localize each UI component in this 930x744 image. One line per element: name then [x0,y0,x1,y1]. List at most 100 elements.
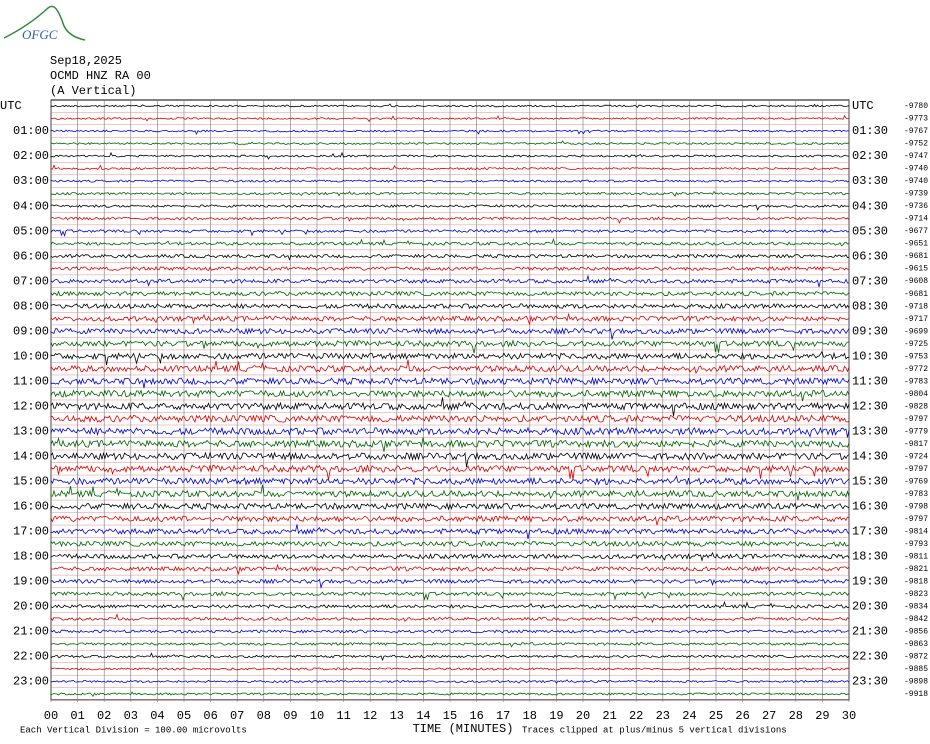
trace [50,204,850,211]
x-tick-label: 21 [602,709,616,723]
x-tick-label: 00 [44,709,58,723]
x-tick-label: 06 [203,709,217,723]
left-label: 20:00 [13,600,49,614]
trace [50,216,850,224]
right-value: -9828 [904,402,928,411]
trace [50,229,850,237]
right-label: 02:30 [852,149,888,163]
trace [50,389,850,402]
right-value: -9817 [904,440,928,449]
right-label: 18:30 [852,550,888,564]
right-value: -9842 [904,615,928,624]
trace [50,451,850,468]
trace [50,502,850,511]
x-tick-label: 11 [336,709,350,723]
x-tick-label: 30 [842,709,856,723]
trace [50,629,850,634]
right-value: -9699 [904,327,928,336]
right-label: 13:30 [852,424,888,438]
x-tick-label: 17 [496,709,510,723]
right-value: -9773 [904,115,928,124]
footer-left: Each Vertical Division = 100.00 microvol… [20,725,247,735]
trace [50,266,850,272]
right-value: -9615 [904,265,928,274]
left-label: 21:00 [13,625,49,639]
right-value: -9818 [904,577,928,586]
x-tick-label: 28 [789,709,803,723]
trace [50,551,850,562]
trace [50,114,850,123]
left-label: 13:00 [13,424,49,438]
right-label: 22:30 [852,650,888,664]
right-value: -9681 [904,290,928,299]
right-label: 16:30 [852,499,888,513]
right-value: -9740 [904,177,928,186]
right-label: 20:30 [852,600,888,614]
trace [50,151,850,160]
x-tick-label: 03 [124,709,138,723]
trace [50,339,850,354]
left-label: 16:00 [13,499,49,513]
trace [50,103,850,109]
left-label: 07:00 [13,274,49,288]
x-tick-label: 09 [283,709,297,723]
x-tick-label: 10 [310,709,324,723]
x-tick-label: 29 [815,709,829,723]
right-label: 15:30 [852,474,888,488]
trace [50,397,850,417]
trace [50,237,850,247]
right-value: -9677 [904,227,928,236]
left-label: 17:00 [13,525,49,539]
right-value: -9772 [904,365,928,374]
right-value: -9779 [904,427,928,436]
right-value: -9793 [904,540,928,549]
x-tick-label: 24 [682,709,696,723]
right-value: -9681 [904,252,928,261]
right-value: -9823 [904,590,928,599]
date: Sep18,2025 [50,54,122,68]
right-value: -9856 [904,628,928,637]
left-label: 12:00 [13,399,49,413]
trace [50,679,850,685]
right-value: -9797 [904,465,928,474]
right-value: -9718 [904,302,928,311]
trace [50,327,850,340]
left-label: 05:00 [13,224,49,238]
right-value: -9804 [904,390,928,399]
right-label: 08:30 [852,299,888,313]
right-value: -9752 [904,140,928,149]
right-value: -9783 [904,377,928,386]
right-label: 03:30 [852,174,888,188]
right-value: -9863 [904,640,928,649]
footer-right: Traces clipped at plus/minus 5 vertical … [522,725,787,735]
trace [50,613,850,624]
trace [50,578,849,590]
left-label: 03:00 [13,174,49,188]
right-value: -9898 [904,678,928,687]
x-tick-label: 15 [443,709,457,723]
right-value: -9811 [904,552,928,561]
x-tick-label: 08 [257,709,271,723]
right-value: -9797 [904,515,928,524]
logo-mark [3,5,86,41]
right-value: -9747 [904,152,928,161]
right-label: 17:30 [852,525,888,539]
trace [50,600,850,609]
right-value: -9739 [904,190,928,199]
trace [50,376,850,389]
right-value: -9797 [904,415,928,424]
trace [50,540,850,548]
x-tick-label: 12 [363,709,377,723]
x-tick-label: 20 [576,709,590,723]
trace [50,524,850,540]
x-tick-label: 05 [177,709,191,723]
right-value: -9740 [904,165,928,174]
station: OCMD HNZ RA 00 [50,69,151,83]
trace [50,667,850,671]
left-label: 18:00 [13,550,49,564]
x-tick-label: 14 [416,709,430,723]
trace [50,359,850,375]
trace [50,475,850,486]
left-label: 11:00 [13,374,49,388]
